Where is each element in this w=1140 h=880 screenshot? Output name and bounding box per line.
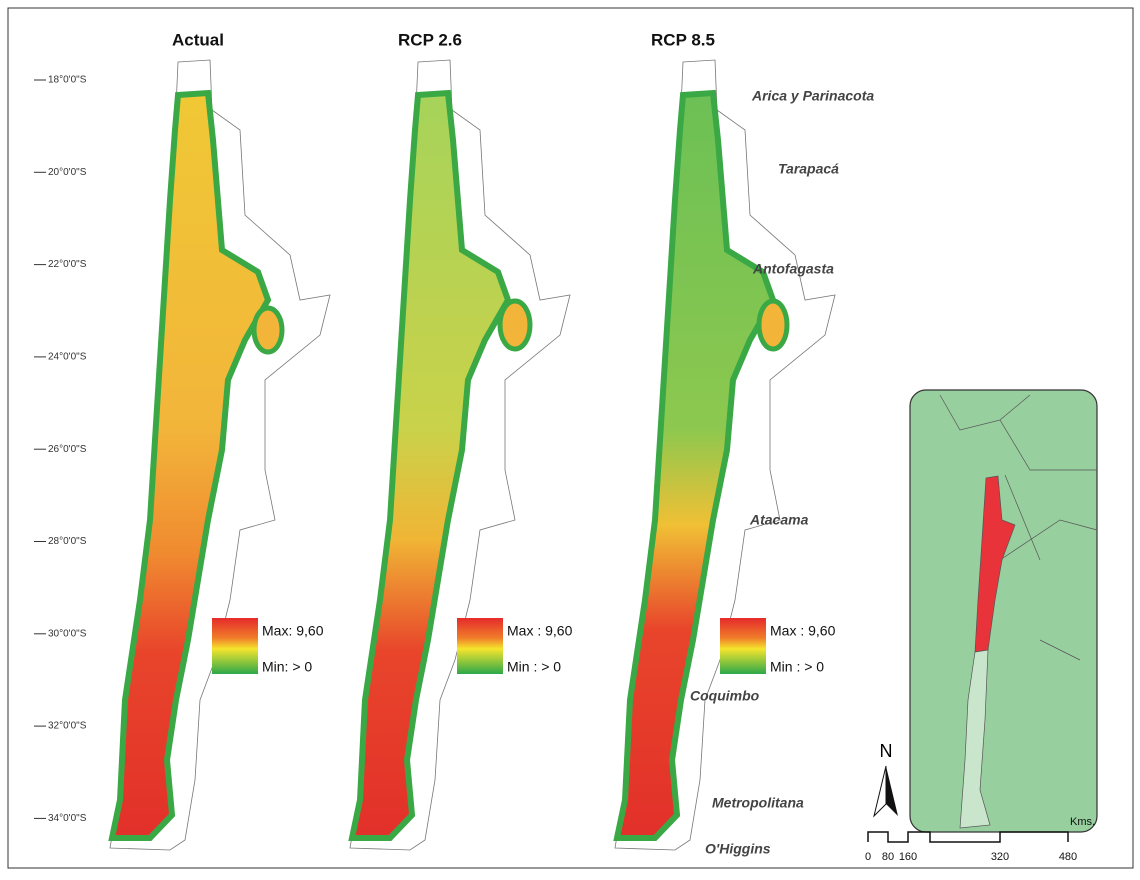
latitude-label: 18°0'0"S <box>48 75 87 86</box>
region-label: Arica y Parinacota <box>751 88 874 104</box>
legend-min: Min : > 0 <box>507 659 561 675</box>
legend-ramp <box>457 618 503 674</box>
latitude-label: 22°0'0"S <box>48 259 87 270</box>
scale-label: 320 <box>991 851 1009 863</box>
region-label: O'Higgins <box>705 841 771 857</box>
legend-ramp <box>720 618 766 674</box>
legend-min: Min : > 0 <box>770 659 824 675</box>
panel-rcp85 <box>615 60 835 850</box>
panel-title: Actual <box>172 30 224 49</box>
scale-label: 0 <box>865 851 871 863</box>
region-label: Metropolitana <box>712 795 804 811</box>
region-label: Coquimbo <box>690 688 760 704</box>
latitude-label: 30°0'0"S <box>48 628 87 639</box>
inset-map <box>910 390 1097 832</box>
region-label: Atacama <box>749 512 809 528</box>
legend-min: Min: > 0 <box>262 659 312 675</box>
latitude-label: 24°0'0"S <box>48 352 87 363</box>
panel-actual <box>110 60 330 850</box>
scale-label: 480 <box>1059 851 1077 863</box>
scale-label: 160 <box>899 851 917 863</box>
latitude-label: 26°0'0"S <box>48 444 87 455</box>
panel-title: RCP 8.5 <box>651 30 715 49</box>
latitude-axis: 18°0'0"S 20°0'0"S 22°0'0"S 24°0'0"S 26°0'0"S… <box>34 75 87 824</box>
latitude-label: 32°0'0"S <box>48 721 87 732</box>
legend-ramp <box>212 618 258 674</box>
map-figure: 18°0'0"S 20°0'0"S 22°0'0"S 24°0'0"S 26°0'0"S… <box>0 0 1140 875</box>
panel-title: RCP 2.6 <box>398 30 462 49</box>
panel-rcp26 <box>350 60 570 850</box>
region-label: Antofagasta <box>752 261 834 277</box>
scale-unit: Kms. <box>1070 816 1095 828</box>
region-label: Tarapacá <box>778 161 839 177</box>
legend-max: Max : 9,60 <box>770 623 836 639</box>
legend: Max: 9,60 Min: > 0 Max : 9,60 Min : > 0 … <box>212 618 836 675</box>
latitude-label: 20°0'0"S <box>48 167 87 178</box>
north-label: N <box>880 741 893 761</box>
latitude-label: 28°0'0"S <box>48 536 87 547</box>
latitude-label: 34°0'0"S <box>48 813 87 824</box>
legend-max: Max : 9,60 <box>507 623 573 639</box>
scale-label: 80 <box>882 851 894 863</box>
legend-max: Max: 9,60 <box>262 623 324 639</box>
north-arrow: N <box>874 741 898 816</box>
